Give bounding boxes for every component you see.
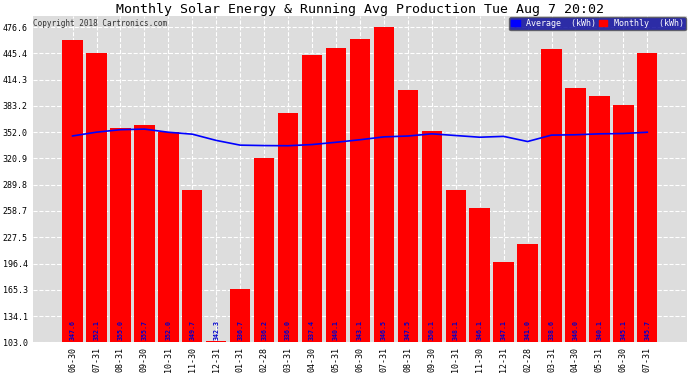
Text: 336.7: 336.7: [237, 320, 243, 340]
Bar: [446, 190, 466, 342]
Bar: [206, 341, 226, 342]
Bar: [374, 27, 394, 342]
Bar: [278, 113, 298, 342]
Text: Copyright 2018 Cartronics.com: Copyright 2018 Cartronics.com: [33, 19, 168, 28]
Bar: [110, 128, 130, 342]
Bar: [135, 126, 155, 342]
Text: 352.1: 352.1: [94, 320, 99, 340]
Text: 340.1: 340.1: [596, 320, 602, 340]
Legend: Average  (kWh), Monthly  (kWh): Average (kWh), Monthly (kWh): [509, 17, 686, 30]
Text: 345.7: 345.7: [644, 320, 650, 340]
Text: 346.0: 346.0: [573, 320, 578, 340]
Bar: [637, 53, 658, 342]
Bar: [589, 96, 609, 342]
Text: 349.7: 349.7: [189, 320, 195, 340]
Text: 336.0: 336.0: [285, 320, 291, 340]
Bar: [565, 88, 586, 342]
Bar: [469, 208, 490, 342]
Text: 340.1: 340.1: [333, 320, 339, 340]
Bar: [62, 40, 83, 342]
Bar: [493, 262, 514, 342]
Text: 346.5: 346.5: [381, 320, 387, 340]
Text: 346.1: 346.1: [477, 320, 483, 340]
Bar: [254, 158, 275, 342]
Text: 350.1: 350.1: [428, 320, 435, 340]
Bar: [158, 132, 179, 342]
Bar: [326, 48, 346, 342]
Bar: [182, 190, 202, 342]
Bar: [86, 53, 107, 342]
Text: 355.0: 355.0: [117, 320, 124, 340]
Bar: [518, 244, 538, 342]
Text: 347.5: 347.5: [405, 320, 411, 340]
Bar: [613, 105, 633, 342]
Text: 352.0: 352.0: [166, 320, 171, 340]
Text: 337.4: 337.4: [309, 320, 315, 340]
Title: Monthly Solar Energy & Running Avg Production Tue Aug 7 20:02: Monthly Solar Energy & Running Avg Produ…: [116, 3, 604, 16]
Bar: [350, 39, 370, 342]
Text: 343.1: 343.1: [357, 320, 363, 340]
Bar: [302, 56, 322, 342]
Text: 347.1: 347.1: [501, 320, 506, 340]
Bar: [422, 130, 442, 342]
Text: 338.6: 338.6: [549, 320, 555, 340]
Bar: [397, 90, 418, 342]
Text: 336.2: 336.2: [261, 320, 267, 340]
Text: 345.1: 345.1: [620, 320, 627, 340]
Text: 355.7: 355.7: [141, 320, 148, 340]
Bar: [230, 289, 250, 342]
Text: 348.1: 348.1: [453, 320, 459, 340]
Text: 341.0: 341.0: [524, 320, 531, 340]
Text: 347.6: 347.6: [70, 320, 76, 340]
Text: 342.3: 342.3: [213, 320, 219, 340]
Bar: [542, 49, 562, 342]
